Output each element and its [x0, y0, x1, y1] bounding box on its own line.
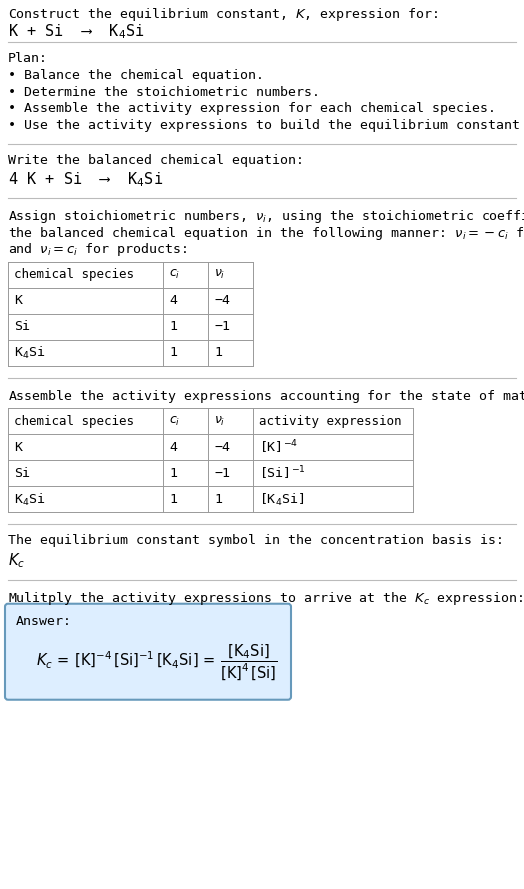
Text: 1: 1	[214, 347, 222, 359]
Text: −4: −4	[214, 294, 230, 308]
Text: chemical species: chemical species	[14, 268, 134, 281]
Text: 1: 1	[169, 320, 177, 333]
Text: Construct the equilibrium constant, $K$, expression for:: Construct the equilibrium constant, $K$,…	[8, 6, 438, 23]
Text: 1: 1	[214, 493, 222, 506]
Text: K: K	[14, 294, 22, 308]
Text: $K_c$: $K_c$	[8, 551, 25, 570]
Text: Write the balanced chemical equation:: Write the balanced chemical equation:	[8, 154, 304, 166]
Text: and $\nu_i = c_i$ for products:: and $\nu_i = c_i$ for products:	[8, 241, 187, 258]
Text: 1: 1	[169, 493, 177, 506]
Text: Answer:: Answer:	[16, 614, 72, 628]
Text: 1: 1	[169, 467, 177, 480]
Text: K + Si  ⟶  K$_4$Si: K + Si ⟶ K$_4$Si	[8, 22, 145, 41]
Text: The equilibrium constant symbol in the concentration basis is:: The equilibrium constant symbol in the c…	[8, 534, 504, 548]
Text: • Balance the chemical equation.: • Balance the chemical equation.	[8, 69, 264, 82]
Bar	[8, 408, 413, 512]
Text: Si: Si	[14, 320, 30, 333]
Text: 1: 1	[169, 347, 177, 359]
Text: K$_4$Si: K$_4$Si	[14, 345, 46, 361]
Text: K$_4$Si: K$_4$Si	[14, 492, 46, 508]
Text: 4: 4	[169, 441, 177, 454]
Text: [K]$^{-4}$: [K]$^{-4}$	[259, 438, 298, 456]
Text: 4 K + Si  ⟶  K$_4$Si: 4 K + Si ⟶ K$_4$Si	[8, 170, 163, 188]
FancyBboxPatch shape	[5, 604, 291, 700]
Text: $c_i$: $c_i$	[169, 268, 180, 282]
Text: the balanced chemical equation in the following manner: $\nu_i = -c_i$ for react: the balanced chemical equation in the fo…	[8, 225, 524, 242]
Text: [K$_4$Si]: [K$_4$Si]	[259, 492, 304, 508]
Text: Plan:: Plan:	[8, 52, 48, 66]
Text: K: K	[14, 441, 22, 454]
Text: Si: Si	[14, 467, 30, 480]
Text: $\nu_i$: $\nu_i$	[214, 415, 225, 428]
Text: • Assemble the activity expression for each chemical species.: • Assemble the activity expression for e…	[8, 102, 496, 116]
Text: −1: −1	[214, 467, 230, 480]
Text: Mulitply the activity expressions to arrive at the $K_c$ expression:: Mulitply the activity expressions to arr…	[8, 590, 523, 607]
Text: 4: 4	[169, 294, 177, 308]
Text: $K_c\, =\, \mathregular{[K]}^{-4}\, \mathregular{[Si]}^{-1}\, \mathregular{[K_4S: $K_c\, =\, \mathregular{[K]}^{-4}\, \mat…	[36, 643, 278, 683]
Text: activity expression: activity expression	[259, 415, 401, 428]
Text: $\nu_i$: $\nu_i$	[214, 268, 225, 282]
Text: −4: −4	[214, 441, 230, 454]
Text: $c_i$: $c_i$	[169, 415, 180, 428]
Text: Assemble the activity expressions accounting for the state of matter and $\nu_i$: Assemble the activity expressions accoun…	[8, 388, 524, 404]
Text: [Si]$^{-1}$: [Si]$^{-1}$	[259, 465, 306, 482]
Text: • Determine the stoichiometric numbers.: • Determine the stoichiometric numbers.	[8, 85, 320, 99]
Text: −1: −1	[214, 320, 230, 333]
Bar	[8, 262, 253, 366]
Text: • Use the activity expressions to build the equilibrium constant expression.: • Use the activity expressions to build …	[8, 119, 524, 132]
Text: Assign stoichiometric numbers, $\nu_i$, using the stoichiometric coefficients, $: Assign stoichiometric numbers, $\nu_i$, …	[8, 208, 524, 225]
Text: chemical species: chemical species	[14, 415, 134, 428]
